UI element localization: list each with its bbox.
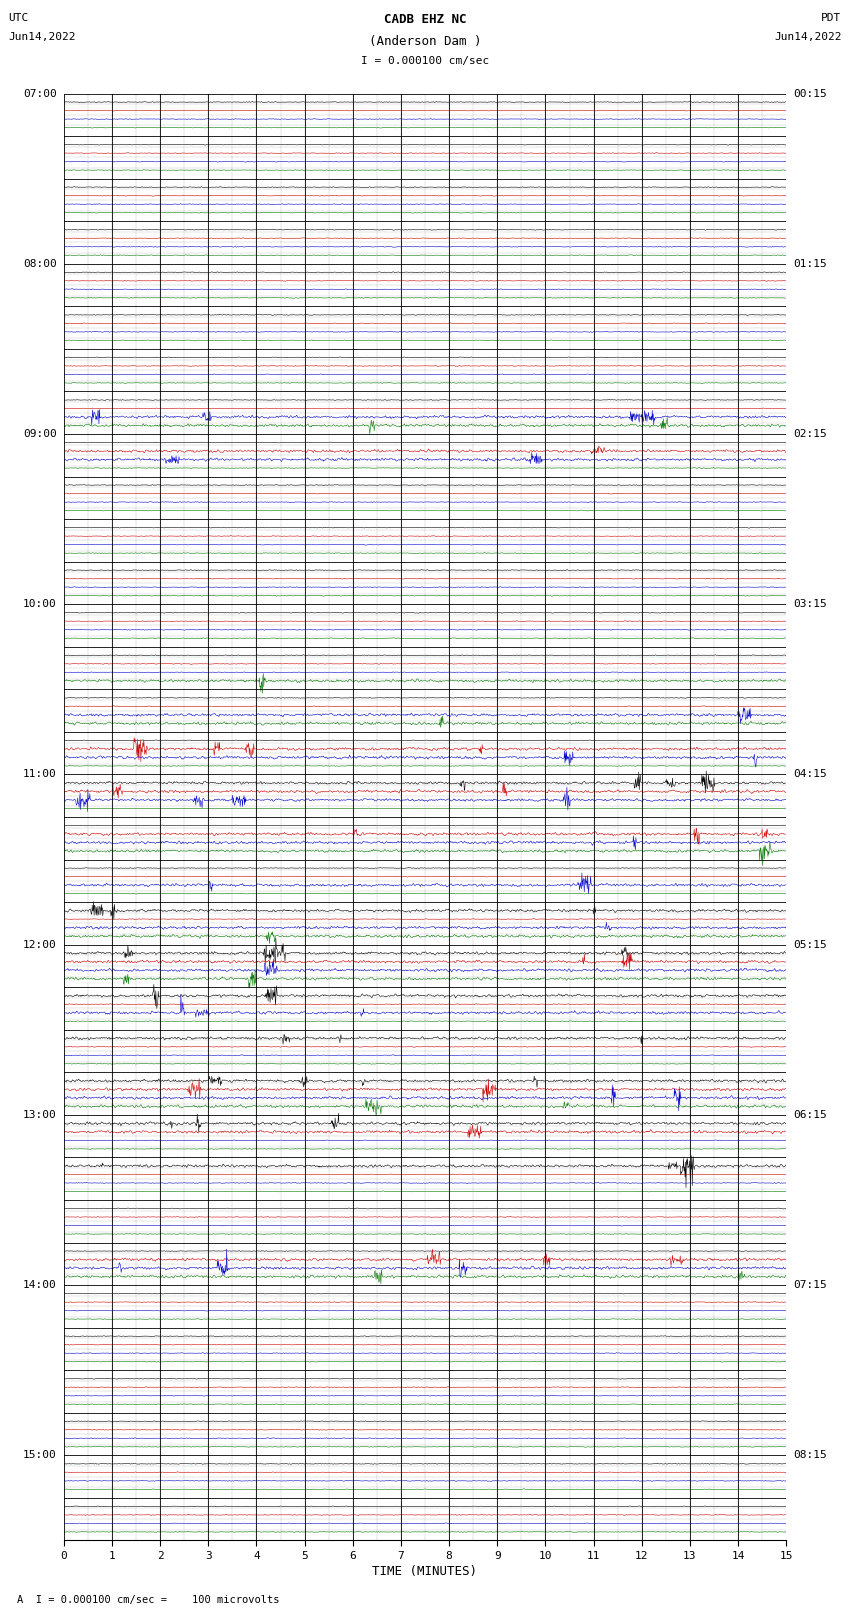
Text: 07:00: 07:00: [23, 89, 56, 98]
Text: 05:15: 05:15: [794, 940, 827, 950]
Text: CADB EHZ NC: CADB EHZ NC: [383, 13, 467, 26]
Text: 03:15: 03:15: [794, 598, 827, 610]
Text: 00:15: 00:15: [794, 89, 827, 98]
Text: 04:15: 04:15: [794, 769, 827, 779]
Text: 15:00: 15:00: [23, 1450, 56, 1460]
Text: 12:00: 12:00: [23, 940, 56, 950]
Text: 08:15: 08:15: [794, 1450, 827, 1460]
Text: Jun14,2022: Jun14,2022: [8, 32, 76, 42]
Text: Jun14,2022: Jun14,2022: [774, 32, 842, 42]
Text: 09:00: 09:00: [23, 429, 56, 439]
Text: 07:15: 07:15: [794, 1281, 827, 1290]
Text: PDT: PDT: [821, 13, 842, 23]
X-axis label: TIME (MINUTES): TIME (MINUTES): [372, 1565, 478, 1578]
Text: 01:15: 01:15: [794, 258, 827, 269]
Text: 13:00: 13:00: [23, 1110, 56, 1119]
Text: (Anderson Dam ): (Anderson Dam ): [369, 35, 481, 48]
Text: 14:00: 14:00: [23, 1281, 56, 1290]
Text: 02:15: 02:15: [794, 429, 827, 439]
Text: UTC: UTC: [8, 13, 29, 23]
Text: I = 0.000100 cm/sec: I = 0.000100 cm/sec: [361, 56, 489, 66]
Text: 08:00: 08:00: [23, 258, 56, 269]
Text: 06:15: 06:15: [794, 1110, 827, 1119]
Text: 11:00: 11:00: [23, 769, 56, 779]
Text: A  I = 0.000100 cm/sec =    100 microvolts: A I = 0.000100 cm/sec = 100 microvolts: [17, 1595, 280, 1605]
Text: 10:00: 10:00: [23, 598, 56, 610]
